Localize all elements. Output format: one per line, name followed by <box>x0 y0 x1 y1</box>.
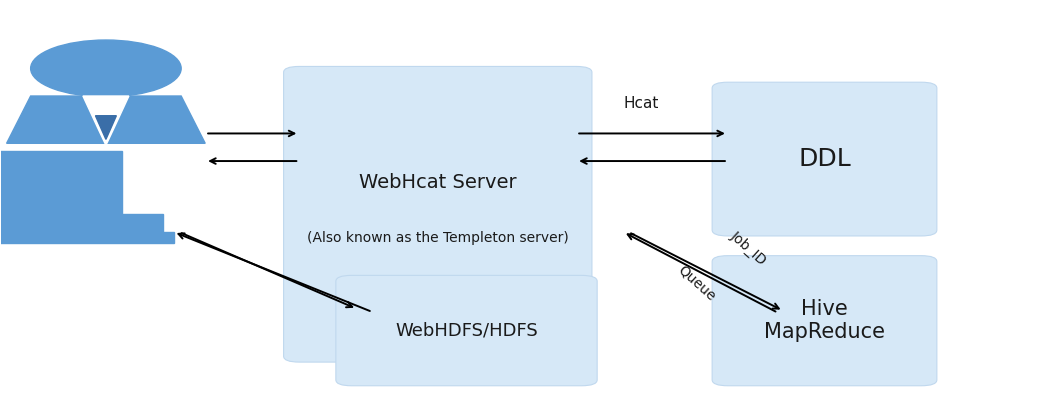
FancyBboxPatch shape <box>335 276 597 386</box>
Text: Job_ID: Job_ID <box>727 228 769 268</box>
Text: Queue: Queue <box>676 263 719 304</box>
FancyBboxPatch shape <box>713 82 937 236</box>
Polygon shape <box>0 151 122 222</box>
Text: (Also known as the Templeton server): (Also known as the Templeton server) <box>307 231 569 245</box>
FancyBboxPatch shape <box>284 66 592 362</box>
Text: Hive
MapReduce: Hive MapReduce <box>764 299 885 342</box>
Text: DDL: DDL <box>799 147 851 171</box>
Polygon shape <box>0 232 174 243</box>
Polygon shape <box>0 214 163 234</box>
Polygon shape <box>6 96 205 143</box>
FancyBboxPatch shape <box>713 256 937 386</box>
Polygon shape <box>95 116 116 139</box>
Text: WebHcat Server: WebHcat Server <box>359 173 517 192</box>
Text: WebHDFS/HDFS: WebHDFS/HDFS <box>395 322 538 339</box>
Text: Hcat: Hcat <box>624 96 659 112</box>
Polygon shape <box>83 96 129 145</box>
Circle shape <box>30 40 181 97</box>
